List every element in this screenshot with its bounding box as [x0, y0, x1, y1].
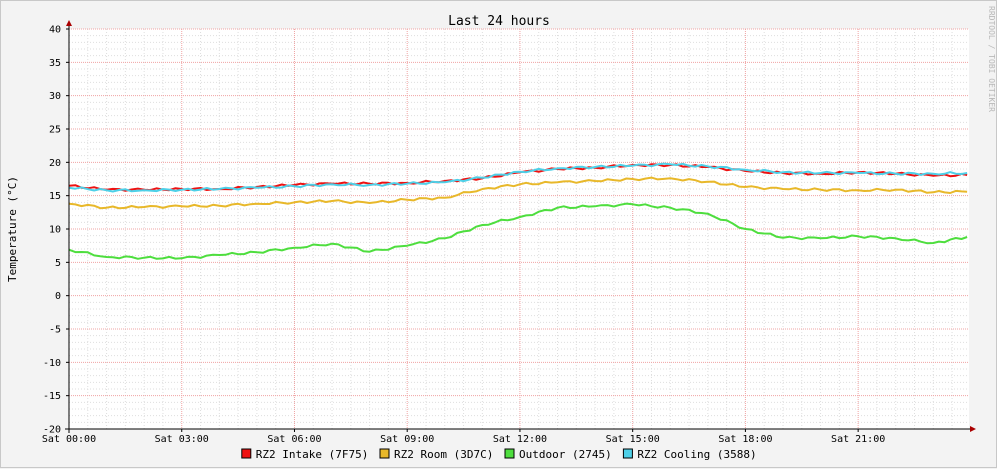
y-tick-label: -10 — [43, 358, 61, 369]
grid — [68, 28, 969, 430]
y-tick-label: 35 — [49, 58, 61, 69]
y-tick-label: 30 — [49, 91, 61, 102]
series-lines — [68, 162, 968, 260]
x-tick-label: Sat 15:00 — [606, 434, 660, 445]
x-tick-label: Sat 03:00 — [155, 434, 209, 445]
legend-swatch — [622, 448, 633, 459]
y-tick-label: 5 — [55, 258, 61, 269]
x-tick-label: Sat 09:00 — [380, 434, 434, 445]
legend-swatch — [379, 448, 390, 459]
series-line — [68, 162, 968, 193]
x-tick-labels: Sat 00:00 Sat 03:00 Sat 06:00 Sat 09:00 Sat … — [42, 434, 885, 445]
x-tick-label: Sat 06:00 — [267, 434, 321, 445]
x-tick-label: Sat 00:00 — [42, 434, 96, 445]
x-axis-arrow — [970, 426, 976, 432]
y-tick-label: 25 — [49, 125, 61, 136]
legend-swatch — [241, 448, 252, 459]
axes — [65, 20, 976, 433]
y-tick-label: -20 — [43, 425, 61, 436]
legend: RZ2 Intake (7F75) RZ2 Room (3D7C) Outdoor … — [241, 448, 757, 461]
legend-label: RZ2 Cooling (3588) — [637, 448, 756, 461]
y-tick-label: 15 — [49, 191, 61, 202]
x-tick-label: Sat 12:00 — [493, 434, 547, 445]
y-tick-label: 40 — [49, 25, 61, 36]
series-line — [68, 202, 968, 260]
x-tick-label: Sat 18:00 — [718, 434, 772, 445]
legend-label: Outdoor (2745) — [519, 448, 612, 461]
x-tick-label: Sat 21:00 — [831, 434, 885, 445]
legend-label: RZ2 Room (3D7C) — [394, 448, 493, 461]
y-tick-label: 10 — [49, 225, 61, 236]
series-line — [68, 176, 968, 210]
y-tick-label: -5 — [49, 325, 61, 336]
y-tick-labels: 40 35 30 25 20 15 10 5 0 -5 -10 -15 -20 — [43, 25, 61, 436]
legend-swatch — [504, 448, 515, 459]
legend-label: RZ2 Intake (7F75) — [256, 448, 369, 461]
chart-title: Last 24 hours — [448, 14, 550, 29]
rrdtool-watermark: RRDTOOL / TOBI OETIKER — [987, 6, 996, 112]
y-tick-label: 0 — [55, 291, 61, 302]
y-axis-label: Temperature (°C) — [6, 176, 19, 282]
y-tick-label: -15 — [43, 391, 61, 402]
y-tick-label: 20 — [49, 158, 61, 169]
y-axis-arrow — [66, 20, 72, 26]
